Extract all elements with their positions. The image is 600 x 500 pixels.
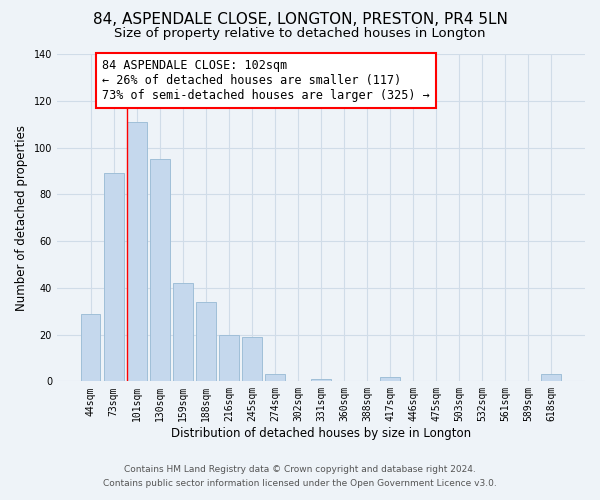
Bar (173, 283, 193, 382)
X-axis label: Distribution of detached houses by size in Longton: Distribution of detached houses by size … (171, 427, 471, 440)
Bar (219, 334, 239, 382)
Bar (104, 173, 124, 382)
Bar (150, 159, 170, 382)
Bar (196, 302, 215, 382)
Bar (265, 374, 284, 382)
Bar (311, 379, 331, 382)
Bar (242, 337, 262, 382)
Text: 84 ASPENDALE CLOSE: 102sqm
← 26% of detached houses are smaller (117)
73% of sem: 84 ASPENDALE CLOSE: 102sqm ← 26% of deta… (102, 58, 430, 102)
Bar (380, 376, 400, 382)
Bar (541, 374, 561, 382)
Text: 84, ASPENDALE CLOSE, LONGTON, PRESTON, PR4 5LN: 84, ASPENDALE CLOSE, LONGTON, PRESTON, P… (92, 12, 508, 28)
Y-axis label: Number of detached properties: Number of detached properties (15, 124, 28, 310)
Text: Size of property relative to detached houses in Longton: Size of property relative to detached ho… (114, 28, 486, 40)
Text: Contains HM Land Registry data © Crown copyright and database right 2024.
Contai: Contains HM Land Registry data © Crown c… (103, 466, 497, 487)
Bar (81, 314, 100, 382)
Bar (127, 122, 146, 382)
